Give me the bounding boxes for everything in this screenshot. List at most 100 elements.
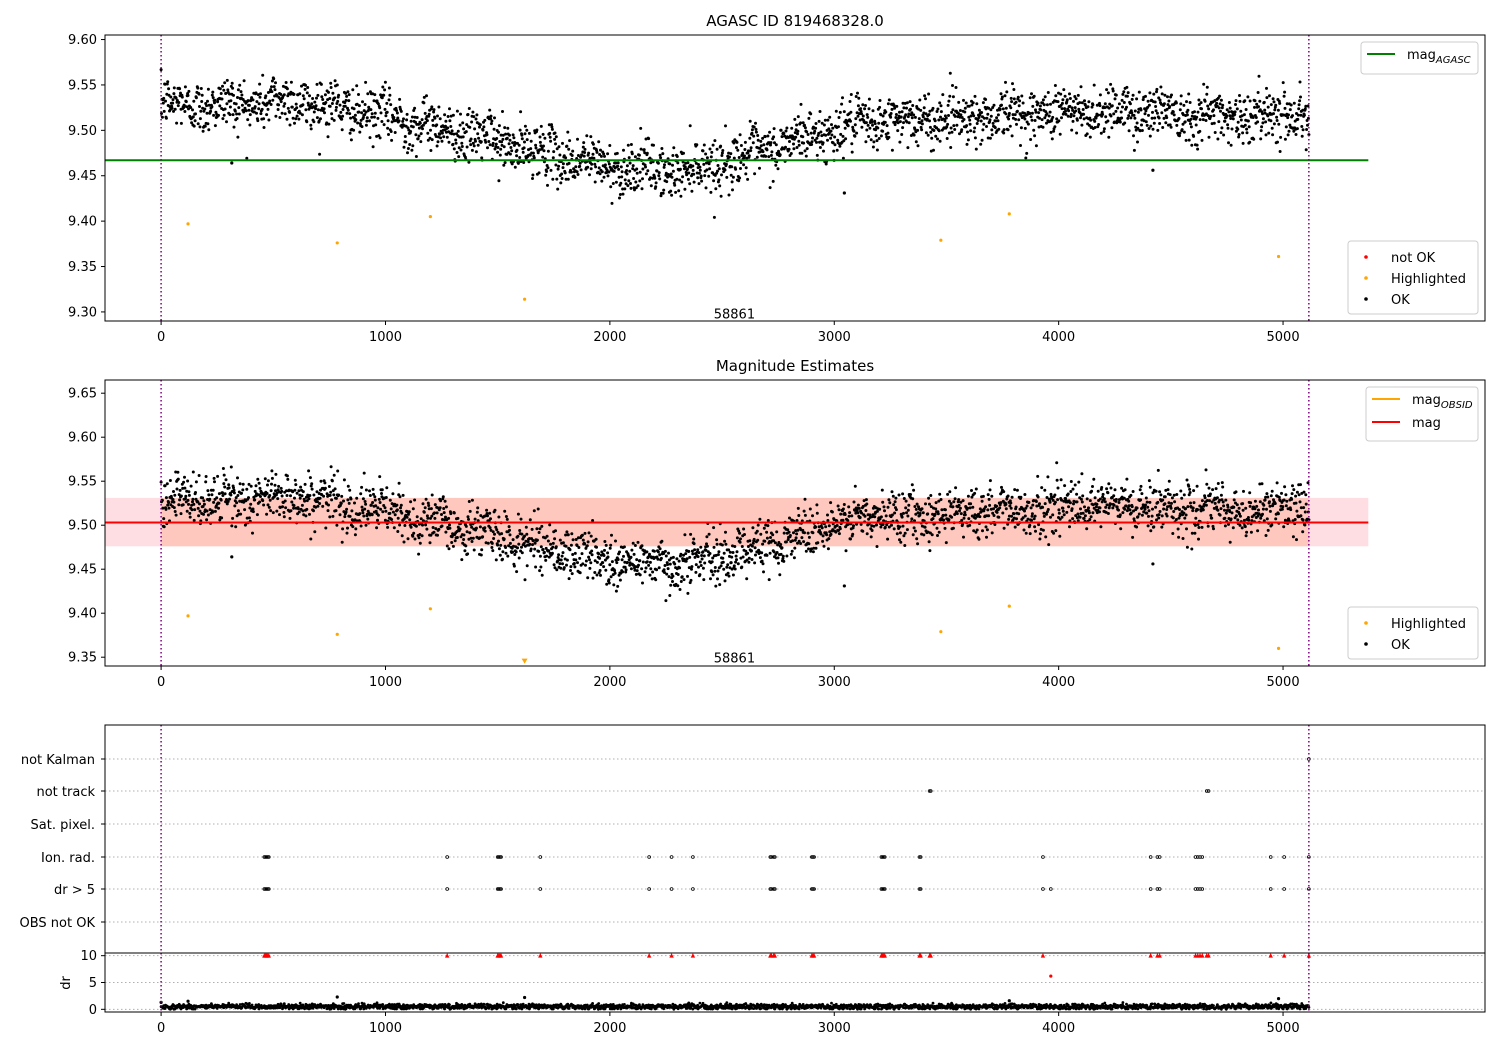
ok-point <box>953 114 957 118</box>
ok-point <box>1143 107 1147 111</box>
ok-point <box>319 479 323 483</box>
ok-point <box>478 125 481 129</box>
ok-point <box>555 177 559 181</box>
ok-point <box>1053 84 1057 87</box>
ok-point <box>762 570 765 574</box>
ok-point <box>1297 103 1301 107</box>
ok-point <box>1273 108 1277 112</box>
ok-point <box>836 138 840 142</box>
ok-point <box>572 167 576 171</box>
ok-point <box>837 508 841 512</box>
ok-point <box>699 564 703 567</box>
ok-point <box>641 167 645 171</box>
ok-point <box>357 104 361 108</box>
ok-point <box>576 154 580 157</box>
ok-point <box>751 541 755 545</box>
ok-point <box>942 518 946 522</box>
ok-point <box>179 91 182 95</box>
ok-point <box>1207 107 1211 111</box>
ok-point <box>244 109 248 113</box>
ok-point <box>797 139 801 143</box>
ok-point <box>497 547 501 551</box>
ok-point <box>1073 95 1077 98</box>
ok-point <box>553 537 557 541</box>
ok-point <box>1255 102 1259 106</box>
ok-point <box>1007 111 1011 115</box>
ok-point <box>391 492 395 496</box>
ok-point <box>768 130 772 134</box>
ok-point <box>1111 506 1115 510</box>
ok-point <box>943 119 947 123</box>
ok-point <box>1305 128 1309 131</box>
ok-point <box>178 498 182 502</box>
ok-point <box>378 106 382 110</box>
ok-point <box>255 100 259 104</box>
ok-point <box>1082 516 1086 520</box>
ok-point <box>977 537 981 541</box>
ok-point <box>696 548 700 552</box>
ok-point <box>330 498 334 502</box>
ok-point <box>1032 517 1036 521</box>
ok-point <box>974 487 978 491</box>
ok-point <box>205 509 209 513</box>
ok-point <box>544 173 548 177</box>
ok-point <box>640 544 644 548</box>
ok-point <box>958 132 961 136</box>
ok-point <box>913 127 917 131</box>
ok-point <box>449 125 453 128</box>
ok-point <box>622 545 626 549</box>
ok-point <box>199 109 203 113</box>
ok-point <box>373 495 377 499</box>
ok-point <box>746 551 750 555</box>
ok-point <box>1264 133 1268 137</box>
ok-point <box>790 126 794 130</box>
ok-point <box>629 182 632 185</box>
ok-point <box>696 176 700 180</box>
ok-point <box>466 515 470 519</box>
ok-point <box>687 171 691 175</box>
ok-point <box>855 509 859 513</box>
ok-point <box>662 188 666 192</box>
ok-point <box>373 93 377 97</box>
ok-point <box>1077 480 1081 484</box>
ok-point <box>1219 109 1222 113</box>
ok-point <box>825 533 829 537</box>
ok-point <box>971 101 975 105</box>
ok-point <box>796 528 800 532</box>
ok-point <box>778 153 782 157</box>
ok-point <box>474 117 478 121</box>
ok-point <box>857 506 861 510</box>
ok-point <box>771 533 775 537</box>
ok-point <box>169 95 173 99</box>
ok-point <box>1200 107 1203 111</box>
ok-point <box>1177 535 1181 539</box>
ok-point <box>858 516 862 519</box>
ok-point <box>1065 98 1069 102</box>
ok-point <box>779 552 783 556</box>
ok-point <box>733 567 737 571</box>
ok-point <box>945 125 949 129</box>
ok-point <box>245 156 249 160</box>
ok-point <box>698 573 702 577</box>
ok-point <box>1089 515 1093 519</box>
ok-point <box>827 537 831 541</box>
ok-point <box>795 146 799 149</box>
ok-point <box>1105 487 1109 491</box>
ok-point <box>915 502 919 506</box>
ok-point <box>1137 512 1141 516</box>
ok-point <box>589 534 593 538</box>
ok-point <box>918 98 922 102</box>
ok-point <box>421 502 425 506</box>
ok-point <box>517 542 521 546</box>
ok-point <box>581 538 585 542</box>
ok-point <box>844 549 848 553</box>
ok-point <box>520 551 524 555</box>
ok-point <box>209 109 213 113</box>
ok-point <box>1043 502 1047 506</box>
ok-point <box>425 514 429 518</box>
ok-point <box>762 526 766 530</box>
ok-point <box>295 491 299 495</box>
ok-point <box>1114 93 1118 97</box>
ok-point <box>788 516 791 520</box>
ok-point <box>616 164 620 168</box>
